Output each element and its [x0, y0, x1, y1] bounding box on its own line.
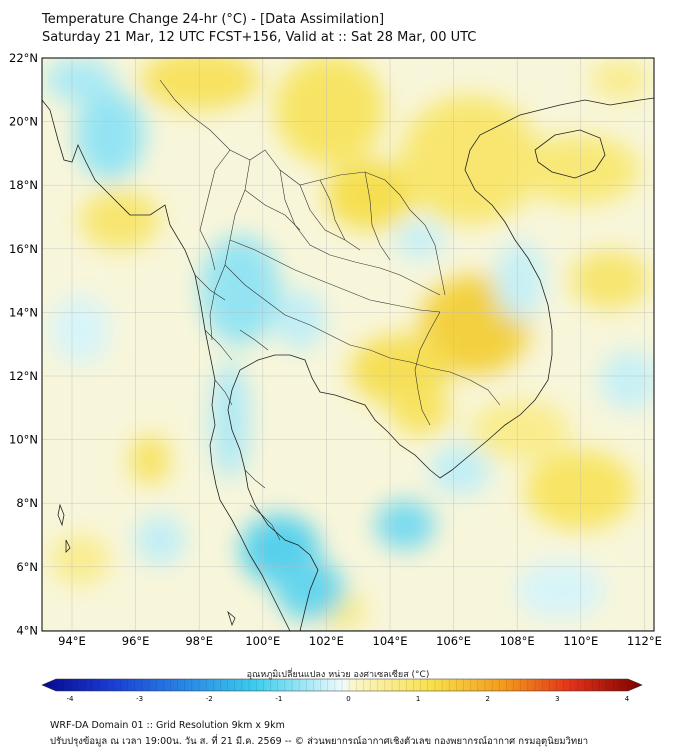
longitude-label: 96°E — [122, 634, 150, 648]
latitude-label: 6°N — [16, 560, 38, 574]
latitude-label: 22°N — [9, 51, 38, 65]
colorbar-tick-label: 1 — [416, 695, 420, 703]
latitude-labels: 22°N 20°N 18°N 16°N 14°N 12°N 10°N 8°N 6°N 4°N — [9, 51, 38, 637]
province-borders — [159, 79, 501, 541]
colorbar-tick-label: -3 — [136, 695, 143, 703]
longitude-label: 104°E — [373, 634, 408, 648]
colorbar: -4 -3 -2 -1 0 1 2 3 4 — [41, 678, 643, 703]
longitude-labels: 94°E 96°E 98°E 100°E 102°E 104°E 106°E 108°E 110… — [58, 634, 662, 648]
latitude-label: 10°N — [9, 433, 38, 447]
chart-subtitle: Saturday 21 Mar, 12 UTC FCST+156, Valid … — [42, 30, 477, 45]
longitude-label: 110°E — [563, 634, 598, 648]
colorbar-gradient — [41, 678, 643, 692]
latitude-label: 4°N — [16, 623, 38, 637]
footer-credits: ปรับปรุงข้อมูล ณ เวลา 19:00น. วัน ส. ที่… — [50, 736, 589, 747]
colorbar-ticks: -4 -3 -2 -1 0 1 2 3 4 — [67, 695, 630, 703]
map-frame — [41, 57, 655, 632]
coastlines — [42, 97, 654, 631]
longitude-label: 98°E — [185, 634, 213, 648]
colorbar-tick-label: -4 — [67, 695, 75, 703]
footer-model-info: WRF-DA Domain 01 :: Grid Resolution 9km … — [50, 720, 285, 731]
latitude-label: 18°N — [9, 178, 38, 192]
colorbar-tick-label: 2 — [486, 695, 490, 703]
colorbar-tick-label: 3 — [555, 695, 559, 703]
colorbar-tick-label: 0 — [346, 695, 350, 703]
latitude-label: 20°N — [9, 115, 38, 129]
longitude-label: 100°E — [245, 634, 280, 648]
colorbar-tick-label: -1 — [275, 695, 282, 703]
longitude-label: 94°E — [58, 634, 86, 648]
latitude-label: 16°N — [9, 242, 38, 256]
colorbar-tick-label: -2 — [206, 695, 213, 703]
chart-title: Temperature Change 24-hr (°C) - [Data As… — [42, 12, 385, 27]
latitude-label: 12°N — [9, 369, 38, 383]
temperature-field — [42, 58, 654, 631]
longitude-label: 112°E — [627, 634, 662, 648]
colorbar-divisions — [62, 679, 622, 691]
longitude-label: 106°E — [436, 634, 471, 648]
latitude-label: 8°N — [16, 496, 38, 510]
longitude-label: 102°E — [309, 634, 344, 648]
latitude-label: 14°N — [9, 305, 38, 319]
colorbar-tick-label: 4 — [625, 695, 630, 703]
longitude-label: 108°E — [500, 634, 535, 648]
colorbar-label: อุณหภูมิเปลี่ยนแปลง หน่วย องศาเซลเซียส (… — [246, 670, 430, 680]
graticule — [42, 58, 654, 631]
